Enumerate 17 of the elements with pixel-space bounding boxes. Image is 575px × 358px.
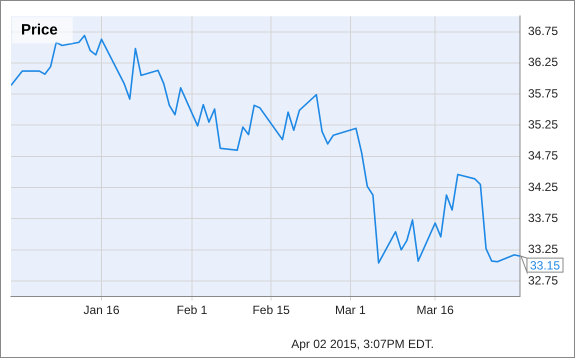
x-tick-label: Mar 1 bbox=[334, 303, 366, 318]
y-tick-label: 35.25 bbox=[528, 118, 558, 132]
y-tick-label: 34.25 bbox=[528, 180, 558, 194]
y-tick-label: 35.75 bbox=[528, 86, 558, 100]
y-tick-label: 32.75 bbox=[528, 273, 558, 288]
x-tick-label: Mar 16 bbox=[416, 303, 454, 318]
x-tick-label: Feb 1 bbox=[176, 303, 208, 318]
x-tick-label: Feb 15 bbox=[252, 303, 290, 318]
chart-title: Price bbox=[21, 21, 58, 38]
x-tick-label: Jan 16 bbox=[83, 303, 120, 318]
y-tick-label: 33.25 bbox=[528, 242, 558, 256]
text: Apr 02 2015, 3:07PM EDT. bbox=[291, 337, 434, 351]
y-tick-label: 33.75 bbox=[528, 211, 558, 226]
y-tick-label: 34.75 bbox=[528, 148, 558, 163]
annotation: 33.15 bbox=[530, 258, 560, 272]
y-tick-label: 36.75 bbox=[528, 24, 558, 38]
y-tick-label: 36.25 bbox=[528, 55, 558, 70]
